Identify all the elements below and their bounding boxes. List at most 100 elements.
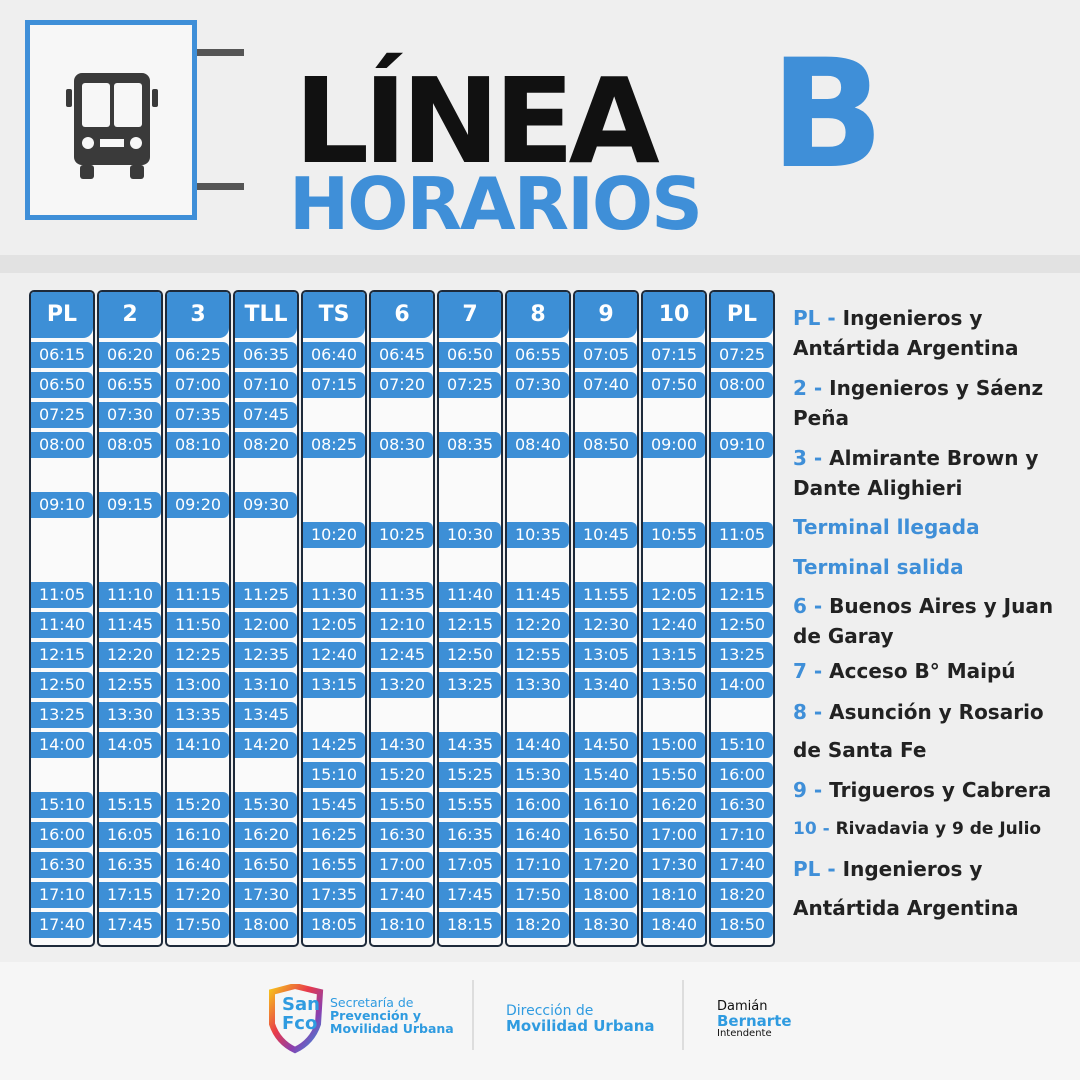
time-cell: 12:55 (507, 642, 569, 668)
legend-item: Antártida Argentina (793, 893, 1018, 923)
legend-item: de Santa Fe (793, 735, 926, 765)
time-cell: 15:55 (439, 792, 501, 818)
time-cell: 18:40 (643, 912, 705, 938)
legend-text: Asunción y Rosario (829, 700, 1044, 724)
time-cell: 08:35 (439, 432, 501, 458)
time-cell: 08:50 (575, 432, 637, 458)
time-cell: 11:30 (303, 582, 365, 608)
time-cell: 17:20 (575, 852, 637, 878)
time-cell: 13:30 (507, 672, 569, 698)
column-7: 7 06:50 07:25 08:35 10:30 11:40 12:15 12:50 13:2… (437, 290, 503, 947)
time-cell: 17:40 (371, 882, 433, 908)
column-6: 6 06:45 07:20 08:30 10:25 11:35 12:10 12:45 13:2… (369, 290, 435, 947)
time-cell: 08:05 (99, 432, 161, 458)
legend-item: Terminal salida (793, 552, 964, 582)
logo-text: Secretaría de (330, 995, 414, 1010)
time-cell: 12:40 (643, 612, 705, 638)
divider (472, 980, 474, 1050)
time-cell: 08:40 (507, 432, 569, 458)
time-cell: 10:30 (439, 522, 501, 548)
time-cell: 06:15 (31, 342, 93, 368)
time-cell: 15:40 (575, 762, 637, 788)
time-cell: 16:35 (99, 852, 161, 878)
time-cell: 12:45 (371, 642, 433, 668)
column-header: PL (31, 292, 93, 338)
time-cell: 07:45 (235, 402, 297, 428)
time-cell: 11:40 (31, 612, 93, 638)
legend-code: 7 (793, 659, 807, 683)
legend-item: Dante Alighieri (793, 473, 962, 503)
time-cell: 12:15 (711, 582, 773, 608)
time-cell: 06:50 (439, 342, 501, 368)
legend-code: PL (793, 306, 821, 330)
logo-text: Damián (717, 999, 768, 1014)
time-cell: 07:25 (439, 372, 501, 398)
legend-item: 9 - Trigueros y Cabrera (793, 775, 1051, 805)
time-cell: 15:30 (235, 792, 297, 818)
time-cell: 11:50 (167, 612, 229, 638)
time-cell: 11:45 (507, 582, 569, 608)
time-cell: 16:00 (31, 822, 93, 848)
bus-sign (25, 20, 197, 220)
time-cell: 10:25 (371, 522, 433, 548)
legend-item: 3 - Almirante Brown y (793, 443, 1038, 473)
column-10: 10 07:15 07:50 09:00 10:55 12:05 12:40 13:15 13:… (641, 290, 707, 947)
time-cell: 16:00 (507, 792, 569, 818)
legend-text: Rivadavia y 9 de Julio (835, 819, 1042, 839)
time-cell: 18:00 (235, 912, 297, 938)
legend-text: de Santa Fe (793, 738, 927, 762)
time-cell: 15:30 (507, 762, 569, 788)
bus-icon (66, 73, 158, 179)
column-header: 10 (643, 292, 705, 338)
legend-item: Terminal llegada (793, 512, 980, 542)
time-cell: 11:40 (439, 582, 501, 608)
time-cell: 15:10 (303, 762, 365, 788)
time-cell: 16:55 (303, 852, 365, 878)
legend-item: 7 - Acceso B° Maipú (793, 656, 1016, 686)
time-cell: 06:40 (303, 342, 365, 368)
time-cell: 11:05 (711, 522, 773, 548)
legend-sep: - (806, 446, 830, 470)
column-9: 9 07:05 07:40 08:50 10:45 11:55 12:30 13:05 13:4… (573, 290, 639, 947)
time-cell: 12:50 (711, 612, 773, 638)
legend-text: Buenos Aires y Juan (829, 594, 1054, 618)
time-cell: 14:40 (507, 732, 569, 758)
column-ts: TS 06:40 07:15 08:25 10:20 11:30 12:05 12:40 13:… (301, 290, 367, 947)
time-cell: 13:40 (575, 672, 637, 698)
time-cell: 12:25 (167, 642, 229, 668)
column-header: 7 (439, 292, 501, 338)
logo-text: Movilidad Urbana (330, 1021, 454, 1037)
time-cell: 12:55 (99, 672, 161, 698)
time-cell: 17:00 (643, 822, 705, 848)
time-cell: 09:10 (31, 492, 93, 518)
time-cell: 16:35 (439, 822, 501, 848)
legend-item: 2 - Ingenieros y Sáenz (793, 373, 1043, 403)
time-cell: 16:25 (303, 822, 365, 848)
time-cell: 17:30 (235, 882, 297, 908)
time-cell: 07:05 (575, 342, 637, 368)
time-cell: 09:00 (643, 432, 705, 458)
time-cell: 06:45 (371, 342, 433, 368)
sanfco-mark-bottom: Fco (282, 1012, 318, 1034)
time-cell: 06:20 (99, 342, 161, 368)
legend-code: 9 (793, 778, 807, 802)
legend-sep: - (816, 819, 836, 839)
time-cell: 11:15 (167, 582, 229, 608)
intendente-logo: Damián Bernarte Intendente (717, 1000, 792, 1040)
legend-item: PL - Ingenieros y (793, 303, 982, 333)
column-header: 3 (167, 292, 229, 338)
legend-sep: - (806, 376, 830, 400)
time-cell: 12:00 (235, 612, 297, 638)
time-cell: 13:05 (575, 642, 637, 668)
time-cell: 11:10 (99, 582, 161, 608)
time-cell: 12:50 (31, 672, 93, 698)
legend-code: 2 (793, 376, 807, 400)
column-header: 9 (575, 292, 637, 338)
time-cell: 08:00 (711, 372, 773, 398)
shelf-band (0, 255, 1080, 273)
time-cell: 18:30 (575, 912, 637, 938)
legend-item: 6 - Buenos Aires y Juan (793, 591, 1053, 621)
time-cell: 14:05 (99, 732, 161, 758)
time-cell: 07:10 (235, 372, 297, 398)
footer: San Fco Secretaría de Prevención y Movili… (0, 962, 1080, 1080)
